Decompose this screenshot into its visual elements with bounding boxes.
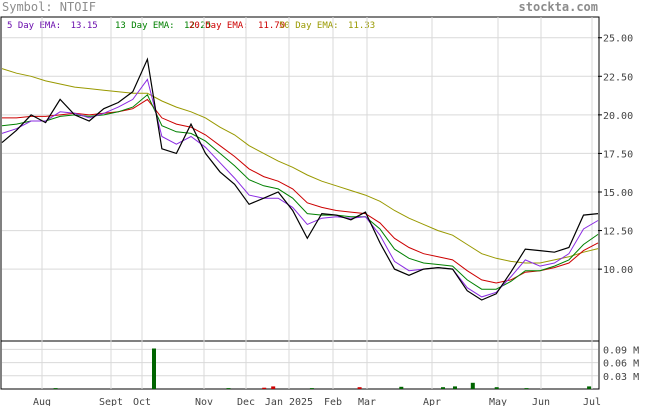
x-tick-label: Mar (358, 397, 376, 406)
volume-bars (53, 348, 592, 389)
price-tick-label: 10.00 (603, 265, 633, 276)
x-tick-label: Nov (195, 397, 213, 406)
price-tick-label: 17.50 (603, 149, 633, 160)
x-tick-label: Jul (583, 397, 601, 406)
legend-ema5-value: 13.15 (71, 21, 98, 31)
price-line (1, 57, 599, 301)
legend-ema13-value: 12.25 (184, 21, 211, 31)
volume-bar (152, 348, 156, 389)
volume-tick-label: 0.06 M (603, 359, 639, 370)
volume-bar (271, 386, 276, 389)
x-tick-label: Sept (99, 397, 123, 406)
series-lines (1, 57, 599, 301)
volume-bar (524, 388, 529, 389)
x-tick-label: Oct (133, 397, 151, 406)
x-tick-label: Dec (237, 397, 255, 406)
volume-bar (399, 386, 404, 389)
13-day-ema-line (1, 93, 599, 290)
volume-bar (453, 386, 457, 389)
price-tick-label: 12.50 (603, 227, 633, 238)
legend-ema50-label: 50 Day EMA: (279, 21, 339, 31)
x-tick-label: Jan 2025 (265, 397, 313, 406)
volume-bar (441, 387, 445, 389)
volume-bar (470, 382, 475, 389)
volume-bar (494, 387, 499, 389)
price-panel (0, 16, 600, 342)
volume-tick-label: 0.03 M (603, 372, 639, 383)
price-tick-label: 22.50 (603, 72, 633, 83)
x-tick-label: May (489, 397, 507, 406)
legend: 5 Day EMA: 13.15 13 Day EMA: 12.25 20 Da… (7, 21, 375, 31)
x-tick-label: Feb (324, 397, 342, 406)
volume-bar (226, 388, 231, 389)
x-tick-labels: Aug Sept Oct Nov Dec Jan 2025 Feb Mar Apr May Jun J… (33, 397, 601, 406)
price-tick-label: 15.00 (603, 188, 633, 199)
volume-bar (309, 388, 314, 389)
legend-ema20-value: 11.70 (258, 21, 285, 31)
legend-ema13: 13 Day EMA: 12.25 (115, 21, 211, 31)
price-tick-label: 25.00 (603, 34, 633, 45)
x-tick-label: Aug (33, 397, 51, 406)
volume-bar (357, 387, 362, 389)
legend-ema50: 50 Day EMA: 11.33 (279, 21, 375, 31)
volume-bar (587, 386, 592, 389)
volume-bar (53, 388, 58, 389)
legend-ema50-value: 11.33 (348, 21, 375, 31)
50-day-ema-line (1, 68, 599, 264)
legend-ema13-label: 13 Day EMA: (115, 21, 175, 31)
legend-ema20-label: 20 Day EMA: (189, 21, 249, 31)
brand-label: stockta.com (519, 0, 598, 14)
y-tick-labels: 25.00 22.50 20.00 17.50 15.00 12.50 10.00 0.09 … (603, 34, 639, 383)
x-tick-label: Apr (423, 397, 441, 406)
volume-panel (0, 340, 600, 390)
symbol-label: Symbol: NTOIF (2, 0, 96, 14)
price-tick-label: 20.00 (603, 111, 633, 122)
legend-ema5: 5 Day EMA: 13.15 (7, 21, 98, 31)
volume-tick-label: 0.09 M (603, 345, 639, 356)
legend-ema5-label: 5 Day EMA: (7, 21, 61, 31)
x-tick-label: Jun (532, 397, 550, 406)
volume-bar (262, 387, 267, 389)
legend-ema20: 20 Day EMA: 11.70 (189, 21, 285, 31)
